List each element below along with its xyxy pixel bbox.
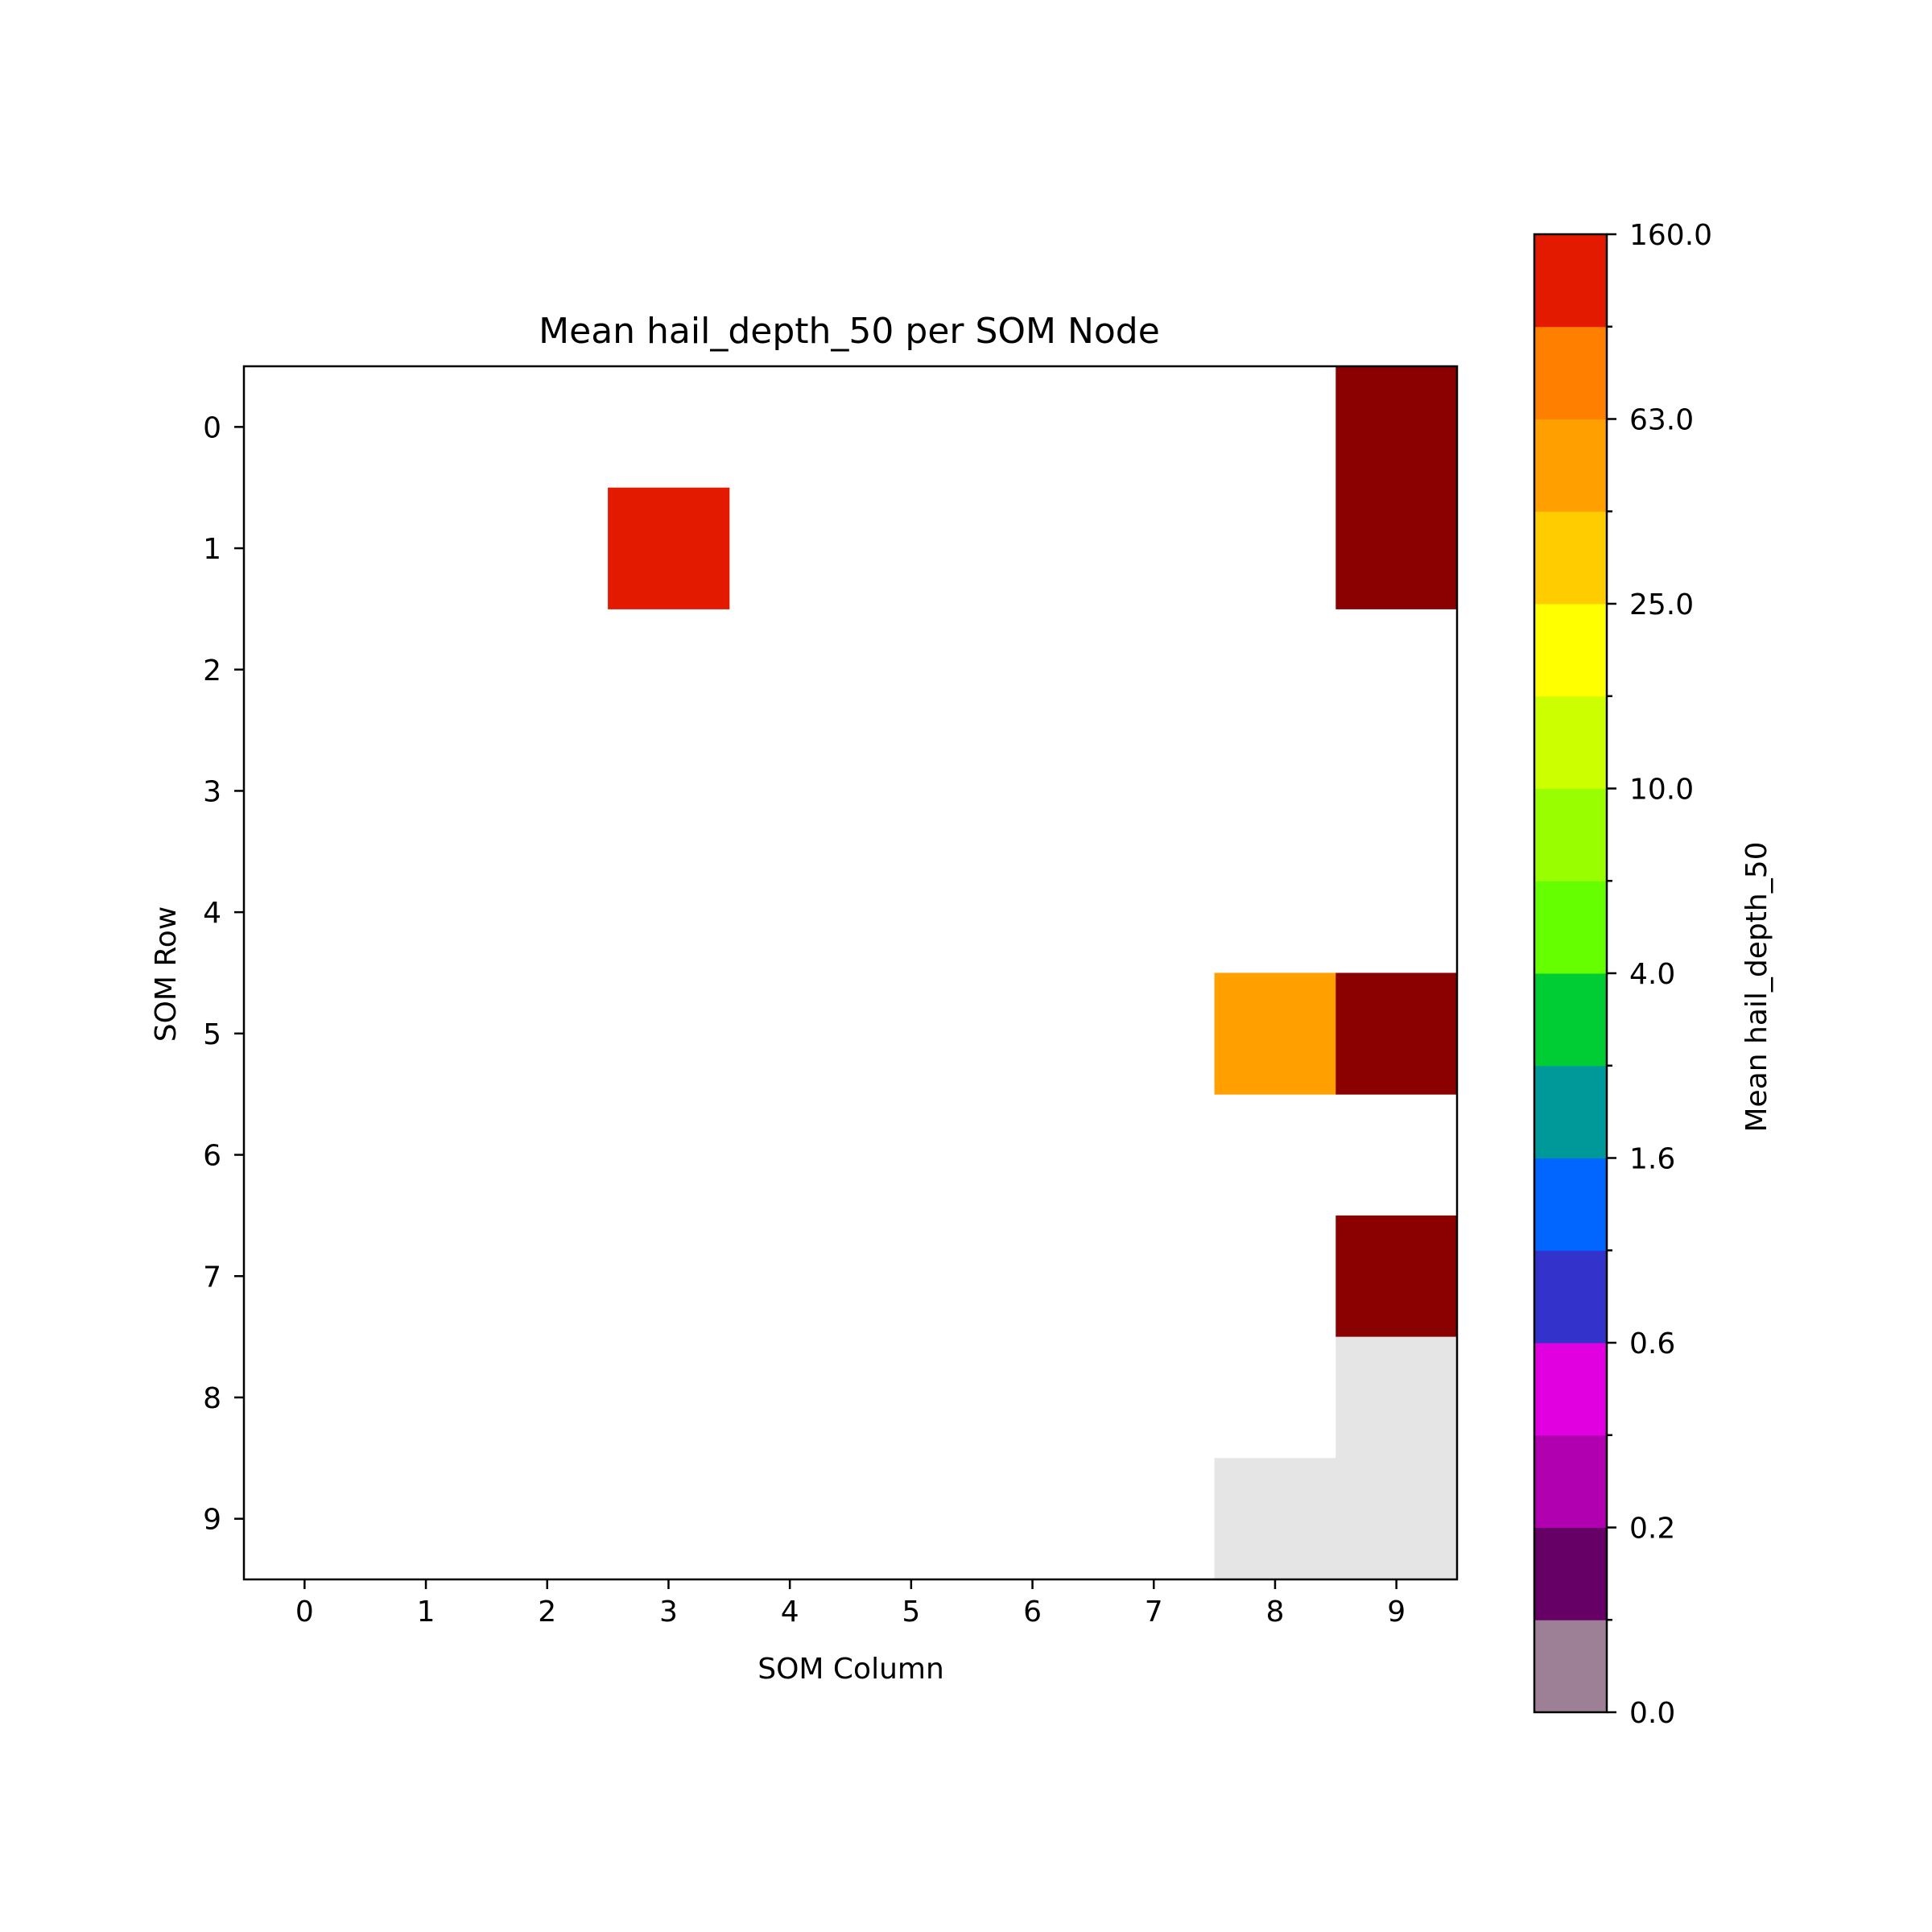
colorbar-band bbox=[1534, 788, 1607, 881]
x-tick-label: 7 bbox=[1145, 1596, 1163, 1629]
y-tick-label: 7 bbox=[203, 1261, 221, 1294]
x-tick-label: 0 bbox=[295, 1596, 314, 1629]
x-tick-label: 1 bbox=[417, 1596, 436, 1629]
y-tick-label: 1 bbox=[203, 533, 221, 566]
y-axis-label: SOM Row bbox=[150, 906, 183, 1042]
y-tick-label: 5 bbox=[203, 1018, 221, 1051]
x-tick-label: 5 bbox=[902, 1596, 920, 1629]
colorbar-tick-label: 0.0 bbox=[1629, 1697, 1675, 1730]
y-tick-label: 4 bbox=[203, 897, 221, 930]
x-axis-ticks: 0 1 2 3 4 5 6 7 8 9 bbox=[295, 1579, 1406, 1629]
plot-frame bbox=[242, 365, 1459, 1581]
colorbar-band bbox=[1534, 604, 1607, 697]
heatmap-cells bbox=[608, 366, 1458, 1580]
colorbar-band bbox=[1534, 234, 1607, 328]
colorbar-tick-label: 10.0 bbox=[1629, 774, 1694, 807]
colorbar-bands bbox=[1534, 234, 1607, 1713]
heatmap-cell bbox=[1335, 1215, 1458, 1338]
colorbar-tick-label: 0.2 bbox=[1629, 1513, 1675, 1546]
y-tick-label: 0 bbox=[203, 411, 221, 444]
colorbar-band bbox=[1534, 1158, 1607, 1251]
y-tick-label: 3 bbox=[203, 775, 221, 808]
heatmap-cell bbox=[1335, 972, 1458, 1095]
y-tick-label: 2 bbox=[203, 654, 221, 687]
heatmap-cell bbox=[1335, 1336, 1458, 1459]
colorbar-tick-label: 25.0 bbox=[1629, 588, 1694, 621]
y-tick-label: 9 bbox=[203, 1504, 221, 1537]
colorbar-band bbox=[1534, 1620, 1607, 1713]
y-tick-label: 8 bbox=[203, 1382, 221, 1415]
colorbar-label: Mean hail_depth_50 bbox=[1740, 841, 1773, 1132]
x-tick-label: 9 bbox=[1387, 1596, 1406, 1629]
colorbar-band bbox=[1534, 326, 1607, 419]
colorbar: 0.0 0.2 0.6 1.6 4.0 10.0 25.0 63.0 160.0 Mean ha… bbox=[1533, 219, 1773, 1730]
colorbar-band bbox=[1534, 881, 1607, 974]
colorbar-tick-label: 160.0 bbox=[1629, 219, 1712, 252]
colorbar-band bbox=[1534, 1435, 1607, 1528]
heatmap-cell bbox=[1214, 1458, 1336, 1580]
y-axis-ticks: 0 1 2 3 4 5 6 7 8 9 bbox=[203, 411, 244, 1537]
colorbar-tick-label: 4.0 bbox=[1629, 958, 1675, 991]
colorbar-tick-label: 63.0 bbox=[1629, 404, 1694, 437]
colorbar-band bbox=[1534, 1250, 1607, 1344]
heatmap-cell bbox=[1335, 487, 1458, 609]
heatmap-cell bbox=[608, 487, 730, 609]
colorbar-band bbox=[1534, 419, 1607, 512]
colorbar-band bbox=[1534, 1527, 1607, 1620]
x-axis-label: SOM Column bbox=[758, 1653, 944, 1686]
plot-area bbox=[242, 365, 1459, 1581]
x-tick-label: 4 bbox=[781, 1596, 799, 1629]
colorbar-band bbox=[1534, 1343, 1607, 1436]
x-tick-label: 6 bbox=[1023, 1596, 1042, 1629]
colorbar-band bbox=[1534, 973, 1607, 1067]
heatmap-cell bbox=[1335, 366, 1458, 489]
colorbar-tick-label: 1.6 bbox=[1629, 1143, 1675, 1176]
chart-title: Mean hail_depth_50 per SOM Node bbox=[539, 311, 1160, 352]
y-tick-label: 6 bbox=[203, 1140, 221, 1173]
x-tick-label: 8 bbox=[1265, 1596, 1284, 1629]
x-tick-label: 3 bbox=[659, 1596, 678, 1629]
colorbar-ticks: 0.0 0.2 0.6 1.6 4.0 10.0 25.0 63.0 160.0 bbox=[1607, 219, 1712, 1730]
heatmap-cell bbox=[1214, 972, 1336, 1095]
x-tick-label: 2 bbox=[538, 1596, 556, 1629]
colorbar-band bbox=[1534, 1065, 1607, 1158]
colorbar-tick-label: 0.6 bbox=[1629, 1327, 1675, 1360]
heatmap-cell bbox=[1335, 1458, 1458, 1580]
colorbar-band bbox=[1534, 511, 1607, 605]
colorbar-band bbox=[1534, 696, 1607, 789]
